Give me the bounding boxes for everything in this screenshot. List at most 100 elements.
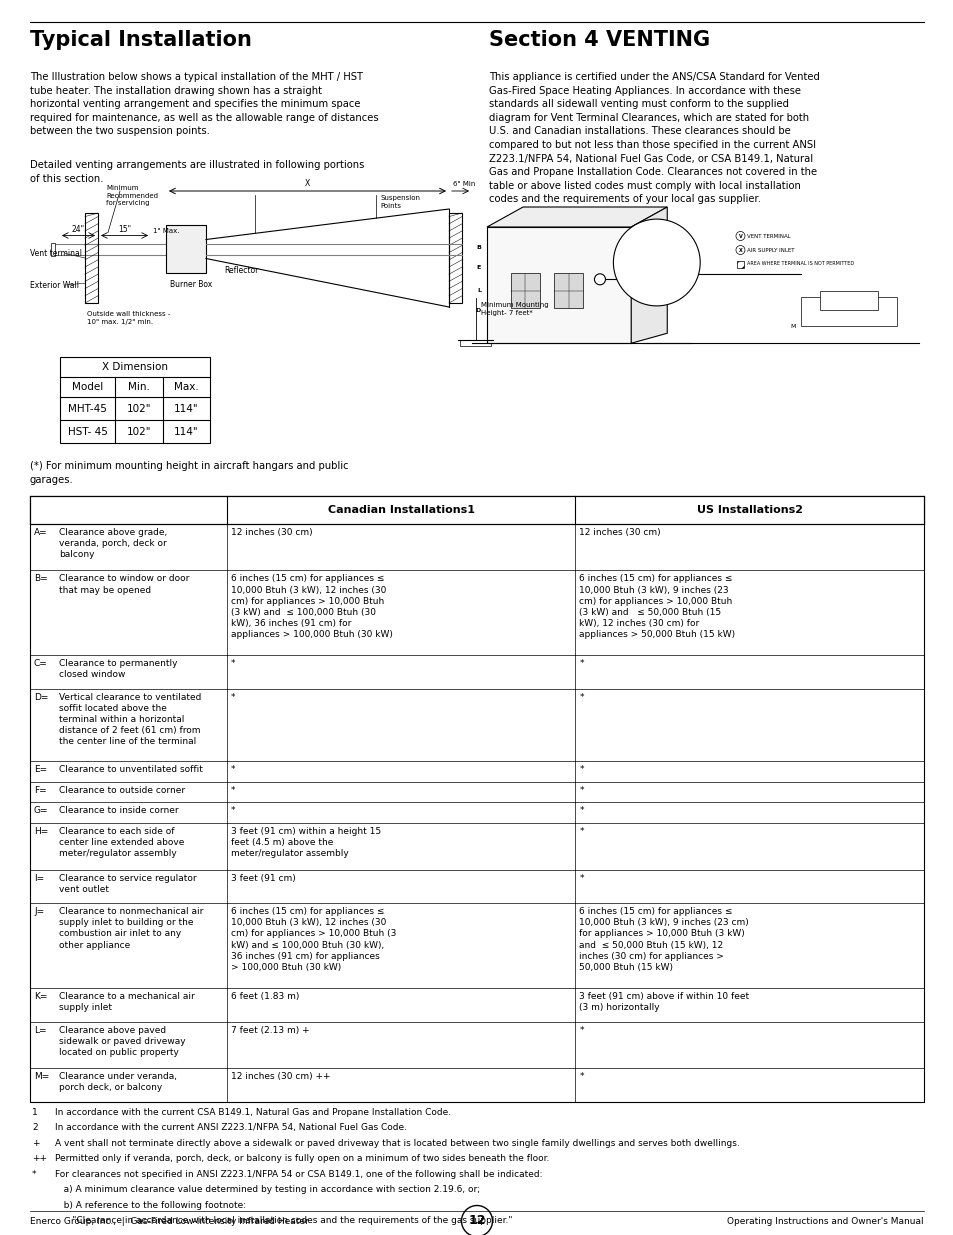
Text: 102": 102" xyxy=(127,426,151,436)
Text: Clearance under veranda,
porch deck, or balcony: Clearance under veranda, porch deck, or … xyxy=(59,1072,177,1092)
Text: V: V xyxy=(738,233,741,238)
Text: 6 inches (15 cm) for appliances ≤
10,000 Btuh (3 kW), 12 inches (30
cm) for appl: 6 inches (15 cm) for appliances ≤ 10,000… xyxy=(231,908,395,972)
Bar xyxy=(554,273,582,309)
Text: 6 feet (1.83 m): 6 feet (1.83 m) xyxy=(231,992,299,1002)
Text: *: * xyxy=(231,806,235,815)
Text: B=: B= xyxy=(34,574,48,583)
Text: 102": 102" xyxy=(127,404,151,414)
Text: Permitted only if veranda, porch, deck, or balcony is fully open on a minimum of: Permitted only if veranda, porch, deck, … xyxy=(55,1153,549,1163)
Text: H=: H= xyxy=(34,827,49,836)
Text: K=: K= xyxy=(34,992,48,1002)
Text: *: * xyxy=(578,659,583,668)
Text: B: B xyxy=(476,246,480,251)
Text: *: * xyxy=(231,693,235,701)
Bar xyxy=(736,261,743,268)
Text: D: D xyxy=(476,309,480,314)
Text: D=: D= xyxy=(34,693,49,701)
Text: C=: C= xyxy=(34,659,48,668)
Text: Clearance to unventilated soffit: Clearance to unventilated soffit xyxy=(59,764,203,774)
Text: 3 feet (91 cm) above if within 10 feet
(3 m) horizontally: 3 feet (91 cm) above if within 10 feet (… xyxy=(578,992,749,1013)
Bar xyxy=(51,242,55,256)
Text: Detailed venting arrangements are illustrated in following portions
of this sect: Detailed venting arrangements are illust… xyxy=(30,161,364,184)
Text: "Clearance in accordance with local installation codes and the requirements of t: "Clearance in accordance with local inst… xyxy=(55,1216,512,1225)
Text: *: * xyxy=(578,827,583,836)
Text: Typical Installation: Typical Installation xyxy=(30,30,252,49)
Bar xyxy=(801,298,896,326)
Text: V: V xyxy=(598,277,601,282)
Text: *: * xyxy=(32,1170,36,1178)
Text: Reflector: Reflector xyxy=(224,266,258,274)
Text: Clearance to a mechanical air
supply inlet: Clearance to a mechanical air supply inl… xyxy=(59,992,194,1013)
Text: G: G xyxy=(657,256,661,261)
Text: E: E xyxy=(476,266,480,270)
Text: 114": 114" xyxy=(173,426,198,436)
Text: Clearance to outside corner: Clearance to outside corner xyxy=(59,785,185,794)
Text: 6 inches (15 cm) for appliances ≤
10,000 Btuh (3 kW), 9 inches (23 cm)
for appli: 6 inches (15 cm) for appliances ≤ 10,000… xyxy=(578,908,748,972)
Text: Burner Box: Burner Box xyxy=(170,280,212,289)
Text: A: A xyxy=(649,270,653,275)
Text: Clearance above paved
sidewalk or paved driveway
located on public property: Clearance above paved sidewalk or paved … xyxy=(59,1025,186,1057)
Text: Enerco Group, Inc.,  |  Gas-Fired Low-Intensity Infrared Heater: Enerco Group, Inc., | Gas-Fired Low-Inte… xyxy=(30,1216,309,1225)
Polygon shape xyxy=(486,227,631,343)
Text: Clearance to permanently
closed window: Clearance to permanently closed window xyxy=(59,659,177,679)
Text: *: * xyxy=(578,806,583,815)
Bar xyxy=(60,357,210,443)
Polygon shape xyxy=(631,207,666,343)
Circle shape xyxy=(735,246,744,254)
Text: Clearance to window or door
that may be opened: Clearance to window or door that may be … xyxy=(59,574,190,594)
Circle shape xyxy=(735,231,744,241)
Text: 1" Max.: 1" Max. xyxy=(152,227,179,233)
Text: *: * xyxy=(231,785,235,794)
Text: In accordance with the current CSA B149.1, Natural Gas and Propane Installation : In accordance with the current CSA B149.… xyxy=(55,1108,451,1116)
Text: Clearance above grade,
veranda, porch, deck or
balcony: Clearance above grade, veranda, porch, d… xyxy=(59,529,167,559)
Text: Minimum
Recommended
for servicing: Minimum Recommended for servicing xyxy=(106,185,158,206)
Text: *: * xyxy=(231,659,235,668)
Bar xyxy=(449,212,461,303)
Bar xyxy=(85,212,98,303)
Text: Max.: Max. xyxy=(173,382,198,391)
Text: Clearance to inside corner: Clearance to inside corner xyxy=(59,806,178,815)
Text: 2: 2 xyxy=(32,1123,37,1132)
Text: Vertical clearance to ventilated
soffit located above the
terminal within a hori: Vertical clearance to ventilated soffit … xyxy=(59,693,201,746)
Text: US Installations2: US Installations2 xyxy=(696,505,801,515)
Text: Clearance to service regulator
vent outlet: Clearance to service regulator vent outl… xyxy=(59,873,196,894)
Text: VENT TERMINAL: VENT TERMINAL xyxy=(747,233,790,238)
Text: Minimum Mounting
Height- 7 feet*: Minimum Mounting Height- 7 feet* xyxy=(481,303,549,315)
Bar xyxy=(459,340,491,346)
Text: Canadian Installations1: Canadian Installations1 xyxy=(328,505,475,515)
Text: Suspension
Points: Suspension Points xyxy=(379,195,419,209)
Text: A=: A= xyxy=(34,529,48,537)
Text: MHT-45: MHT-45 xyxy=(68,404,107,414)
Text: b) A reference to the following footnote:: b) A reference to the following footnote… xyxy=(55,1200,246,1209)
Text: L: L xyxy=(476,289,480,294)
Text: *: * xyxy=(578,785,583,794)
Circle shape xyxy=(613,219,700,306)
Text: L=: L= xyxy=(34,1025,47,1035)
Text: Model: Model xyxy=(71,382,103,391)
Text: a) A minimum clearance value determined by testing in accordance with section 2.: a) A minimum clearance value determined … xyxy=(55,1186,479,1194)
Bar xyxy=(166,225,206,273)
Bar xyxy=(30,496,923,524)
Text: A vent shall not terminate directly above a sidewalk or paved driveway that is l: A vent shall not terminate directly abov… xyxy=(55,1139,739,1147)
Text: This appliance is certified under the ANS/CSA Standard for Vented
Gas-Fired Spac: This appliance is certified under the AN… xyxy=(489,72,819,205)
Text: G=: G= xyxy=(34,806,49,815)
Text: 12 inches (30 cm) ++: 12 inches (30 cm) ++ xyxy=(231,1072,330,1081)
Text: M: M xyxy=(789,324,795,329)
Bar xyxy=(30,496,923,1102)
Text: 1: 1 xyxy=(32,1108,38,1116)
Text: 6" Min: 6" Min xyxy=(453,182,475,186)
Text: 6 inches (15 cm) for appliances ≤
10,000 Btuh (3 kW), 12 inches (30
cm) for appl: 6 inches (15 cm) for appliances ≤ 10,000… xyxy=(231,574,393,638)
Text: Vent terminal: Vent terminal xyxy=(30,249,82,258)
Text: Min.: Min. xyxy=(128,382,150,391)
Bar xyxy=(511,273,539,309)
Text: J=: J= xyxy=(34,908,44,916)
Text: Outside wall thickness -
10" max. 1/2" min.: Outside wall thickness - 10" max. 1/2" m… xyxy=(87,311,171,325)
Text: *: * xyxy=(578,873,583,883)
Text: *: * xyxy=(578,1025,583,1035)
Polygon shape xyxy=(486,207,666,227)
Text: (*) For minimum mounting height in aircraft hangars and public
garages.: (*) For minimum mounting height in aircr… xyxy=(30,461,348,484)
Text: In accordance with the current ANSI Z223.1/NFPA 54, National Fuel Gas Code.: In accordance with the current ANSI Z223… xyxy=(55,1123,407,1132)
Bar xyxy=(820,291,877,310)
Text: Operating Instructions and Owner's Manual: Operating Instructions and Owner's Manua… xyxy=(726,1216,923,1225)
Text: +: + xyxy=(32,1139,39,1147)
